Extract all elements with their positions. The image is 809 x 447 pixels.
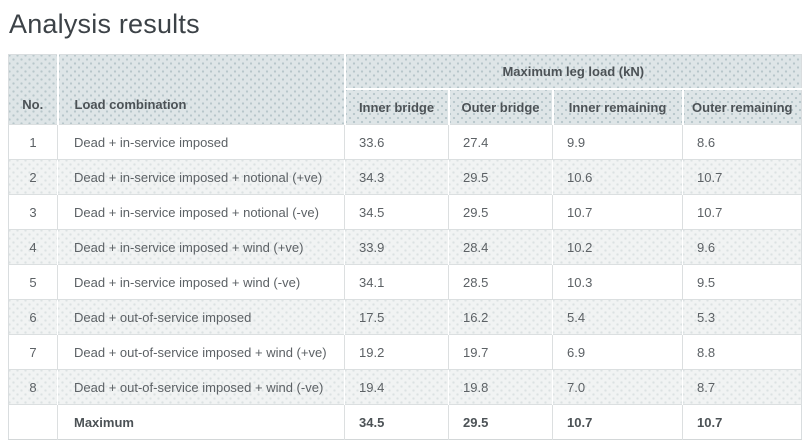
cell-outer-bridge: 29.5 (448, 194, 553, 230)
table-row: 1 Dead + in-service imposed 33.6 27.4 9.… (8, 124, 802, 160)
col-header-load-combination: Load combination (56, 54, 345, 125)
col-header-inner-remaining: Inner remaining (551, 88, 683, 125)
cell-max-outer-bridge: 29.5 (448, 404, 553, 440)
table-row: 4 Dead + in-service imposed + wind (+ve)… (8, 229, 802, 265)
col-group-header-max-leg-load: Maximum leg load (kN) (343, 54, 802, 89)
cell-maximum-label: Maximum (57, 404, 345, 440)
cell-load-combination: Dead + in-service imposed + wind (+ve) (57, 229, 345, 265)
cell-inner-bridge: 33.6 (344, 124, 449, 160)
cell-load-combination: Dead + in-service imposed + notional (+v… (57, 159, 345, 195)
table-row: 7 Dead + out-of-service imposed + wind (… (8, 334, 802, 370)
cell-inner-remaining: 7.0 (552, 369, 683, 405)
cell-inner-remaining: 10.6 (552, 159, 683, 195)
cell-outer-bridge: 28.4 (448, 229, 553, 265)
cell-inner-bridge: 19.2 (344, 334, 449, 370)
col-header-no: No. (8, 54, 58, 125)
cell-outer-remaining: 9.5 (681, 264, 802, 300)
cell-no: 1 (8, 124, 58, 160)
cell-no: 3 (8, 194, 58, 230)
col-header-outer-bridge: Outer bridge (447, 88, 553, 125)
cell-no: 6 (8, 299, 58, 335)
cell-no: 7 (8, 334, 58, 370)
cell-inner-remaining: 5.4 (552, 299, 683, 335)
cell-outer-bridge: 19.7 (448, 334, 553, 370)
cell-load-combination: Dead + out-of-service imposed (57, 299, 345, 335)
cell-outer-bridge: 28.5 (448, 264, 553, 300)
cell-inner-bridge: 34.5 (344, 194, 449, 230)
cell-load-combination: Dead + in-service imposed + notional (-v… (57, 194, 345, 230)
cell-outer-remaining: 9.6 (681, 229, 802, 265)
col-header-outer-remaining: Outer remaining (681, 88, 802, 125)
col-header-inner-bridge: Inner bridge (343, 88, 449, 125)
cell-outer-remaining: 10.7 (681, 159, 802, 195)
table-row: 3 Dead + in-service imposed + notional (… (8, 194, 802, 230)
cell-load-combination: Dead + out-of-service imposed + wind (+v… (57, 334, 345, 370)
table-row: 2 Dead + in-service imposed + notional (… (8, 159, 802, 195)
cell-outer-bridge: 29.5 (448, 159, 553, 195)
cell-load-combination: Dead + in-service imposed (57, 124, 345, 160)
cell-inner-remaining: 6.9 (552, 334, 683, 370)
header-group-row: No. Load combination Maximum leg load (k… (8, 54, 802, 125)
cell-inner-bridge: 17.5 (344, 299, 449, 335)
cell-load-combination: Dead + out-of-service imposed + wind (-v… (57, 369, 345, 405)
cell-max-outer-remaining: 10.7 (681, 404, 802, 440)
cell-outer-bridge: 19.8 (448, 369, 553, 405)
cell-max-inner-bridge: 34.5 (344, 404, 449, 440)
cell-outer-remaining: 8.6 (681, 124, 802, 160)
cell-inner-remaining: 10.7 (552, 194, 683, 230)
table-row: 8 Dead + out-of-service imposed + wind (… (8, 369, 802, 405)
table-row: 6 Dead + out-of-service imposed 17.5 16.… (8, 299, 802, 335)
analysis-results-table: No. Load combination Maximum leg load (k… (8, 54, 803, 440)
table-row-maximum: Maximum 34.5 29.5 10.7 10.7 (8, 404, 802, 440)
cell-no: 4 (8, 229, 58, 265)
cell-no: 8 (8, 369, 58, 405)
header-sub-row: Inner bridge Outer bridge Inner remainin… (9, 88, 802, 125)
page-title: Analysis results (9, 9, 200, 39)
cell-inner-remaining: 10.2 (552, 229, 683, 265)
cell-no-empty (8, 404, 58, 440)
cell-outer-bridge: 27.4 (448, 124, 553, 160)
table-header: No. Load combination Maximum leg load (k… (8, 54, 802, 125)
cell-no: 5 (8, 264, 58, 300)
table-body: 1 Dead + in-service imposed 33.6 27.4 9.… (8, 124, 802, 440)
table-row: 5 Dead + in-service imposed + wind (-ve)… (8, 264, 802, 300)
cell-inner-bridge: 33.9 (344, 229, 449, 265)
cell-load-combination: Dead + in-service imposed + wind (-ve) (57, 264, 345, 300)
cell-max-inner-remaining: 10.7 (552, 404, 683, 440)
cell-outer-remaining: 10.7 (681, 194, 802, 230)
cell-inner-bridge: 34.1 (344, 264, 449, 300)
cell-outer-bridge: 16.2 (448, 299, 553, 335)
cell-outer-remaining: 5.3 (681, 299, 802, 335)
cell-inner-remaining: 10.3 (552, 264, 683, 300)
cell-inner-bridge: 19.4 (344, 369, 449, 405)
cell-outer-remaining: 8.7 (681, 369, 802, 405)
cell-no: 2 (8, 159, 58, 195)
cell-inner-remaining: 9.9 (552, 124, 683, 160)
cell-inner-bridge: 34.3 (344, 159, 449, 195)
cell-outer-remaining: 8.8 (681, 334, 802, 370)
